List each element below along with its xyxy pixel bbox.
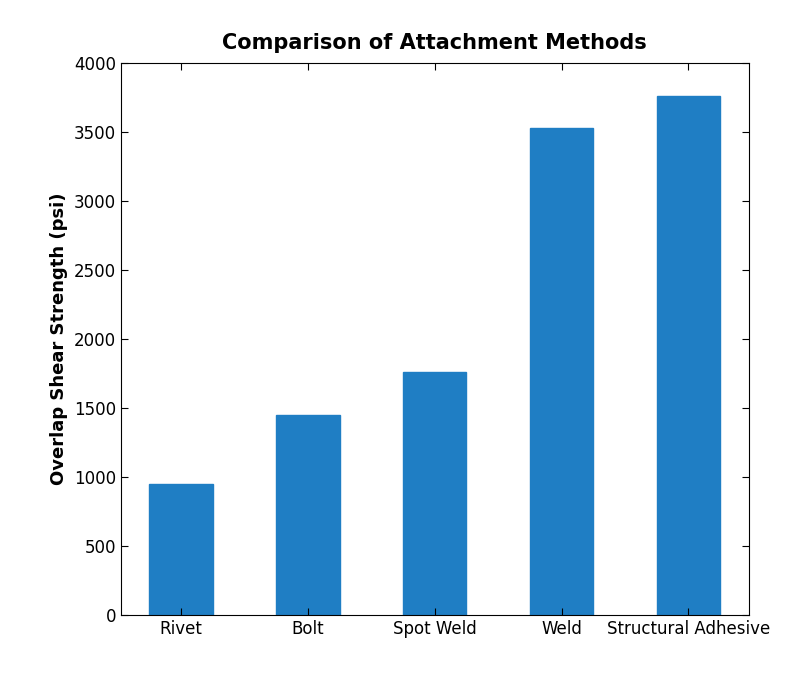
Bar <box>149 484 213 615</box>
Bar <box>276 415 340 615</box>
Y-axis label: Overlap Shear Strength (psi): Overlap Shear Strength (psi) <box>50 193 68 485</box>
Bar <box>403 372 466 615</box>
Bar <box>657 96 720 615</box>
Title: Comparison of Attachment Methods: Comparison of Attachment Methods <box>222 33 647 53</box>
Bar <box>530 128 593 615</box>
